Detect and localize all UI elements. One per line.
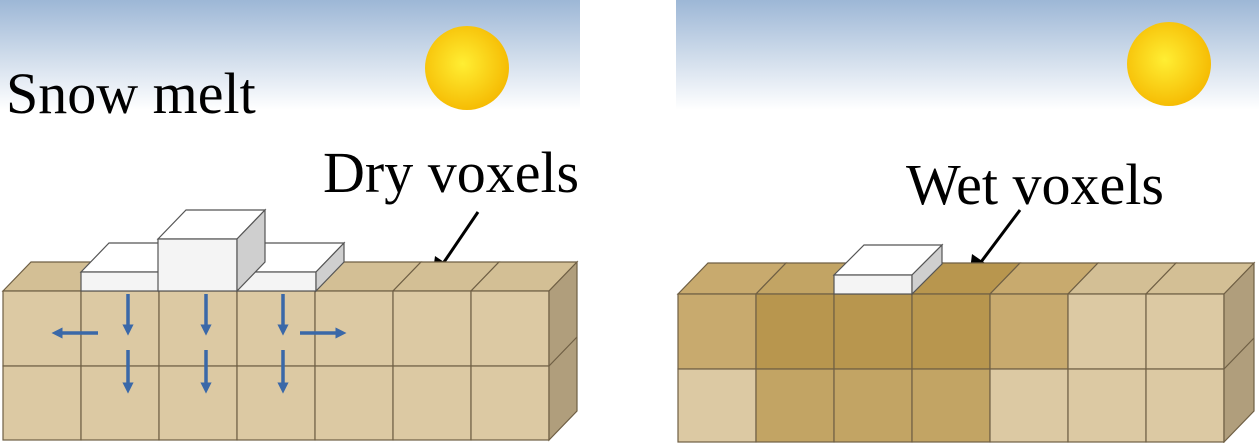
sun-icon — [425, 26, 509, 110]
voxel-front-face — [911, 293, 991, 370]
voxel-front-face — [158, 290, 238, 367]
voxel-front-face — [677, 293, 757, 370]
dry-voxels-pointer — [438, 211, 480, 269]
sun-icon — [1127, 22, 1211, 106]
voxel-front-face — [1067, 368, 1147, 443]
wet-voxels-label: Wet voxels — [906, 152, 1164, 217]
dry-voxels-label: Dry voxels — [323, 140, 579, 205]
snow-block — [832, 243, 944, 296]
voxel-front-face — [755, 293, 835, 370]
voxel-front-face — [1145, 293, 1225, 370]
wet-voxels-pointer — [976, 209, 1022, 267]
snow-block-front — [833, 274, 913, 295]
voxel-front-face — [392, 365, 472, 441]
voxel-side-face — [1223, 261, 1255, 443]
voxel-front-face — [80, 290, 160, 367]
voxel-front-face — [833, 368, 913, 443]
voxel-side-divider — [1223, 337, 1255, 370]
left-panel: Snow melt Dry voxels — [0, 0, 580, 442]
voxel-front-face — [1067, 293, 1147, 370]
voxel-front-face — [1145, 368, 1225, 443]
voxel-front-face — [833, 293, 913, 370]
snow-block-side — [911, 243, 943, 296]
voxel-side-divider — [548, 336, 578, 367]
voxel-front-face — [392, 290, 472, 367]
snow-melt-title: Snow melt — [6, 61, 256, 126]
infiltration-arrows — [51, 294, 347, 394]
snow-block-front — [80, 271, 160, 292]
voxel-front-face — [314, 290, 394, 367]
voxel-front-face — [989, 293, 1069, 370]
snow-block-side — [236, 208, 266, 293]
voxel-front-face — [2, 365, 82, 441]
voxel-front-face — [470, 290, 550, 367]
voxel-front-face — [911, 368, 991, 443]
voxel-front-face — [236, 290, 316, 367]
snow-block-front — [157, 238, 238, 292]
right-panel: Wet voxels — [676, 0, 1259, 443]
voxel-front-face — [236, 365, 316, 441]
snow-blocks — [79, 208, 346, 293]
voxel-front-face — [314, 365, 394, 441]
voxel-front-face — [989, 368, 1069, 443]
voxel-front-face — [158, 365, 238, 441]
voxel-front-face — [755, 368, 835, 443]
voxel-front-face — [677, 368, 757, 443]
voxel-front-face — [470, 365, 550, 441]
snow-block-side — [315, 241, 345, 293]
wet-voxel-grid — [676, 261, 1256, 443]
voxel-front-face — [2, 290, 82, 367]
voxel-front-face — [80, 365, 160, 441]
